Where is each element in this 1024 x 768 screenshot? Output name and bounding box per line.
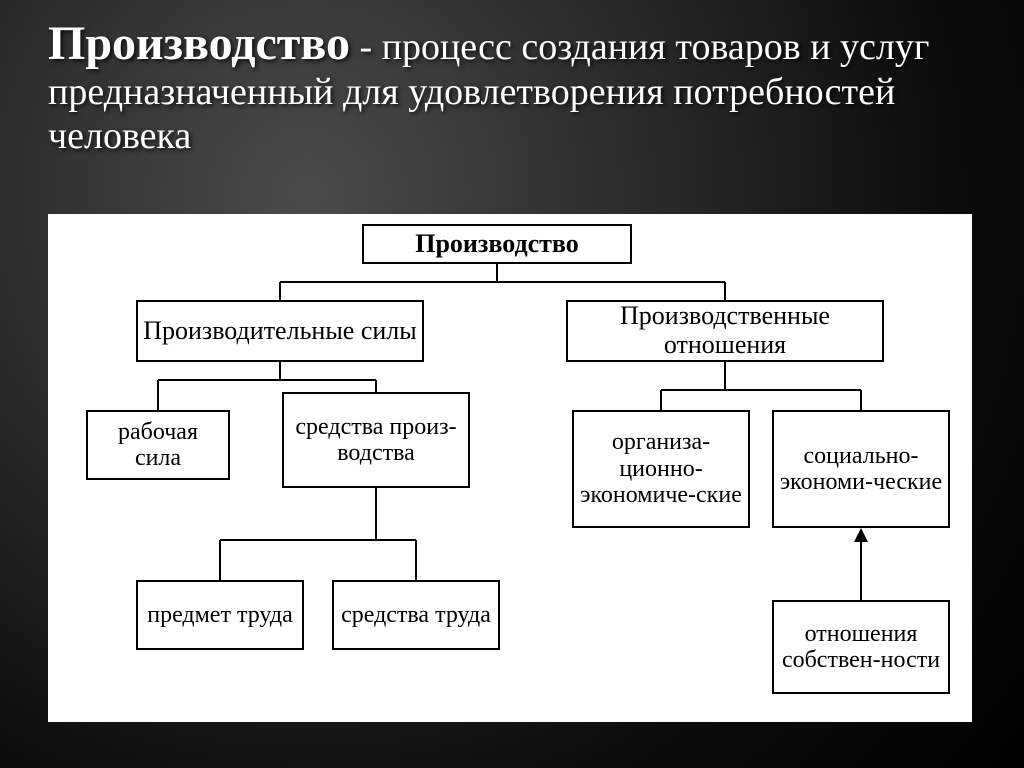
node-root: Производство	[362, 224, 632, 264]
diagram-panel: Производство Производительные силы Произ…	[48, 214, 972, 722]
node-means-of-production: средства произ-водства	[282, 392, 470, 488]
node-production-relations: Производственные отношения	[566, 300, 884, 362]
node-productive-forces: Производительные силы	[136, 300, 424, 362]
node-ownership-relations: отношения собствен-ности	[772, 600, 950, 694]
node-subject-of-labor: предмет труда	[136, 580, 304, 650]
node-org-economic: организа-ционно-экономиче-ские	[572, 410, 750, 528]
slide: Производство - процесс создания товаров …	[0, 0, 1024, 768]
slide-title: Производство - процесс создания товаров …	[48, 16, 976, 159]
title-bold: Производство	[48, 17, 350, 70]
node-labor-force: рабочая сила	[86, 410, 230, 480]
node-means-of-labor: средства труда	[332, 580, 500, 650]
arrowhead-icon	[854, 528, 868, 542]
node-socio-economic: социально-экономи-ческие	[772, 410, 950, 528]
